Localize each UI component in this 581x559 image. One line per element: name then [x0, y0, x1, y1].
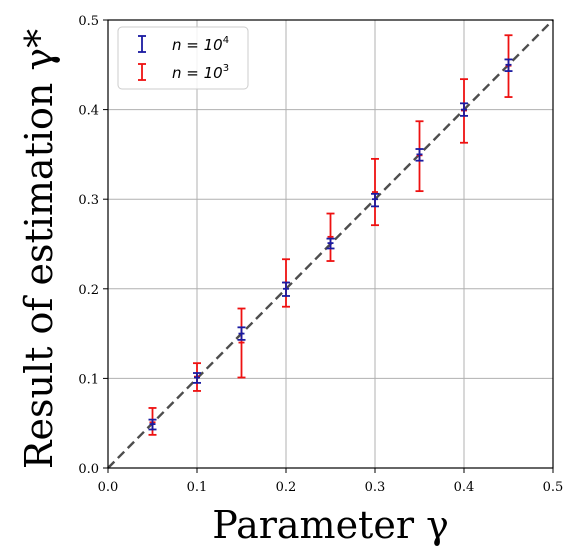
y-tick-label: 0.2: [78, 283, 99, 298]
y-tick-label: 0.0: [78, 462, 99, 477]
x-tick-label: 0.3: [365, 480, 386, 495]
x-axis-label: Parameter γ: [212, 503, 449, 547]
legend: n = 104 n = 103: [117, 26, 249, 90]
legend-label: n = 103: [172, 63, 229, 82]
series-n-1e3: [148, 34, 513, 436]
plot-frame: [107, 19, 554, 469]
x-tick-label: 0.5: [543, 480, 564, 495]
series-n-1e4: [148, 58, 513, 431]
y-tick-label: 0.1: [78, 372, 99, 387]
grid: [107, 19, 554, 469]
y-tick-label: 0.3: [78, 193, 99, 208]
legend-box: [117, 26, 249, 90]
series-marks: [148, 34, 513, 436]
y-tick-label: 0.4: [78, 104, 99, 119]
x-tick-label: 0.2: [276, 480, 297, 495]
y-tick-label: 0.5: [78, 14, 99, 29]
x-tick-label: 0.0: [98, 480, 119, 495]
y-axis-label: Result of estimation γ*: [17, 29, 61, 469]
x-tick-label: 0.1: [187, 480, 208, 495]
axis-ticks: 0.0 0.1 0.2 0.3 0.4 0.5 0.0 0.1 0.2 0.3 0.4 0.5: [78, 14, 563, 495]
legend-label: n = 104: [172, 35, 229, 54]
x-tick-label: 0.4: [454, 480, 475, 495]
